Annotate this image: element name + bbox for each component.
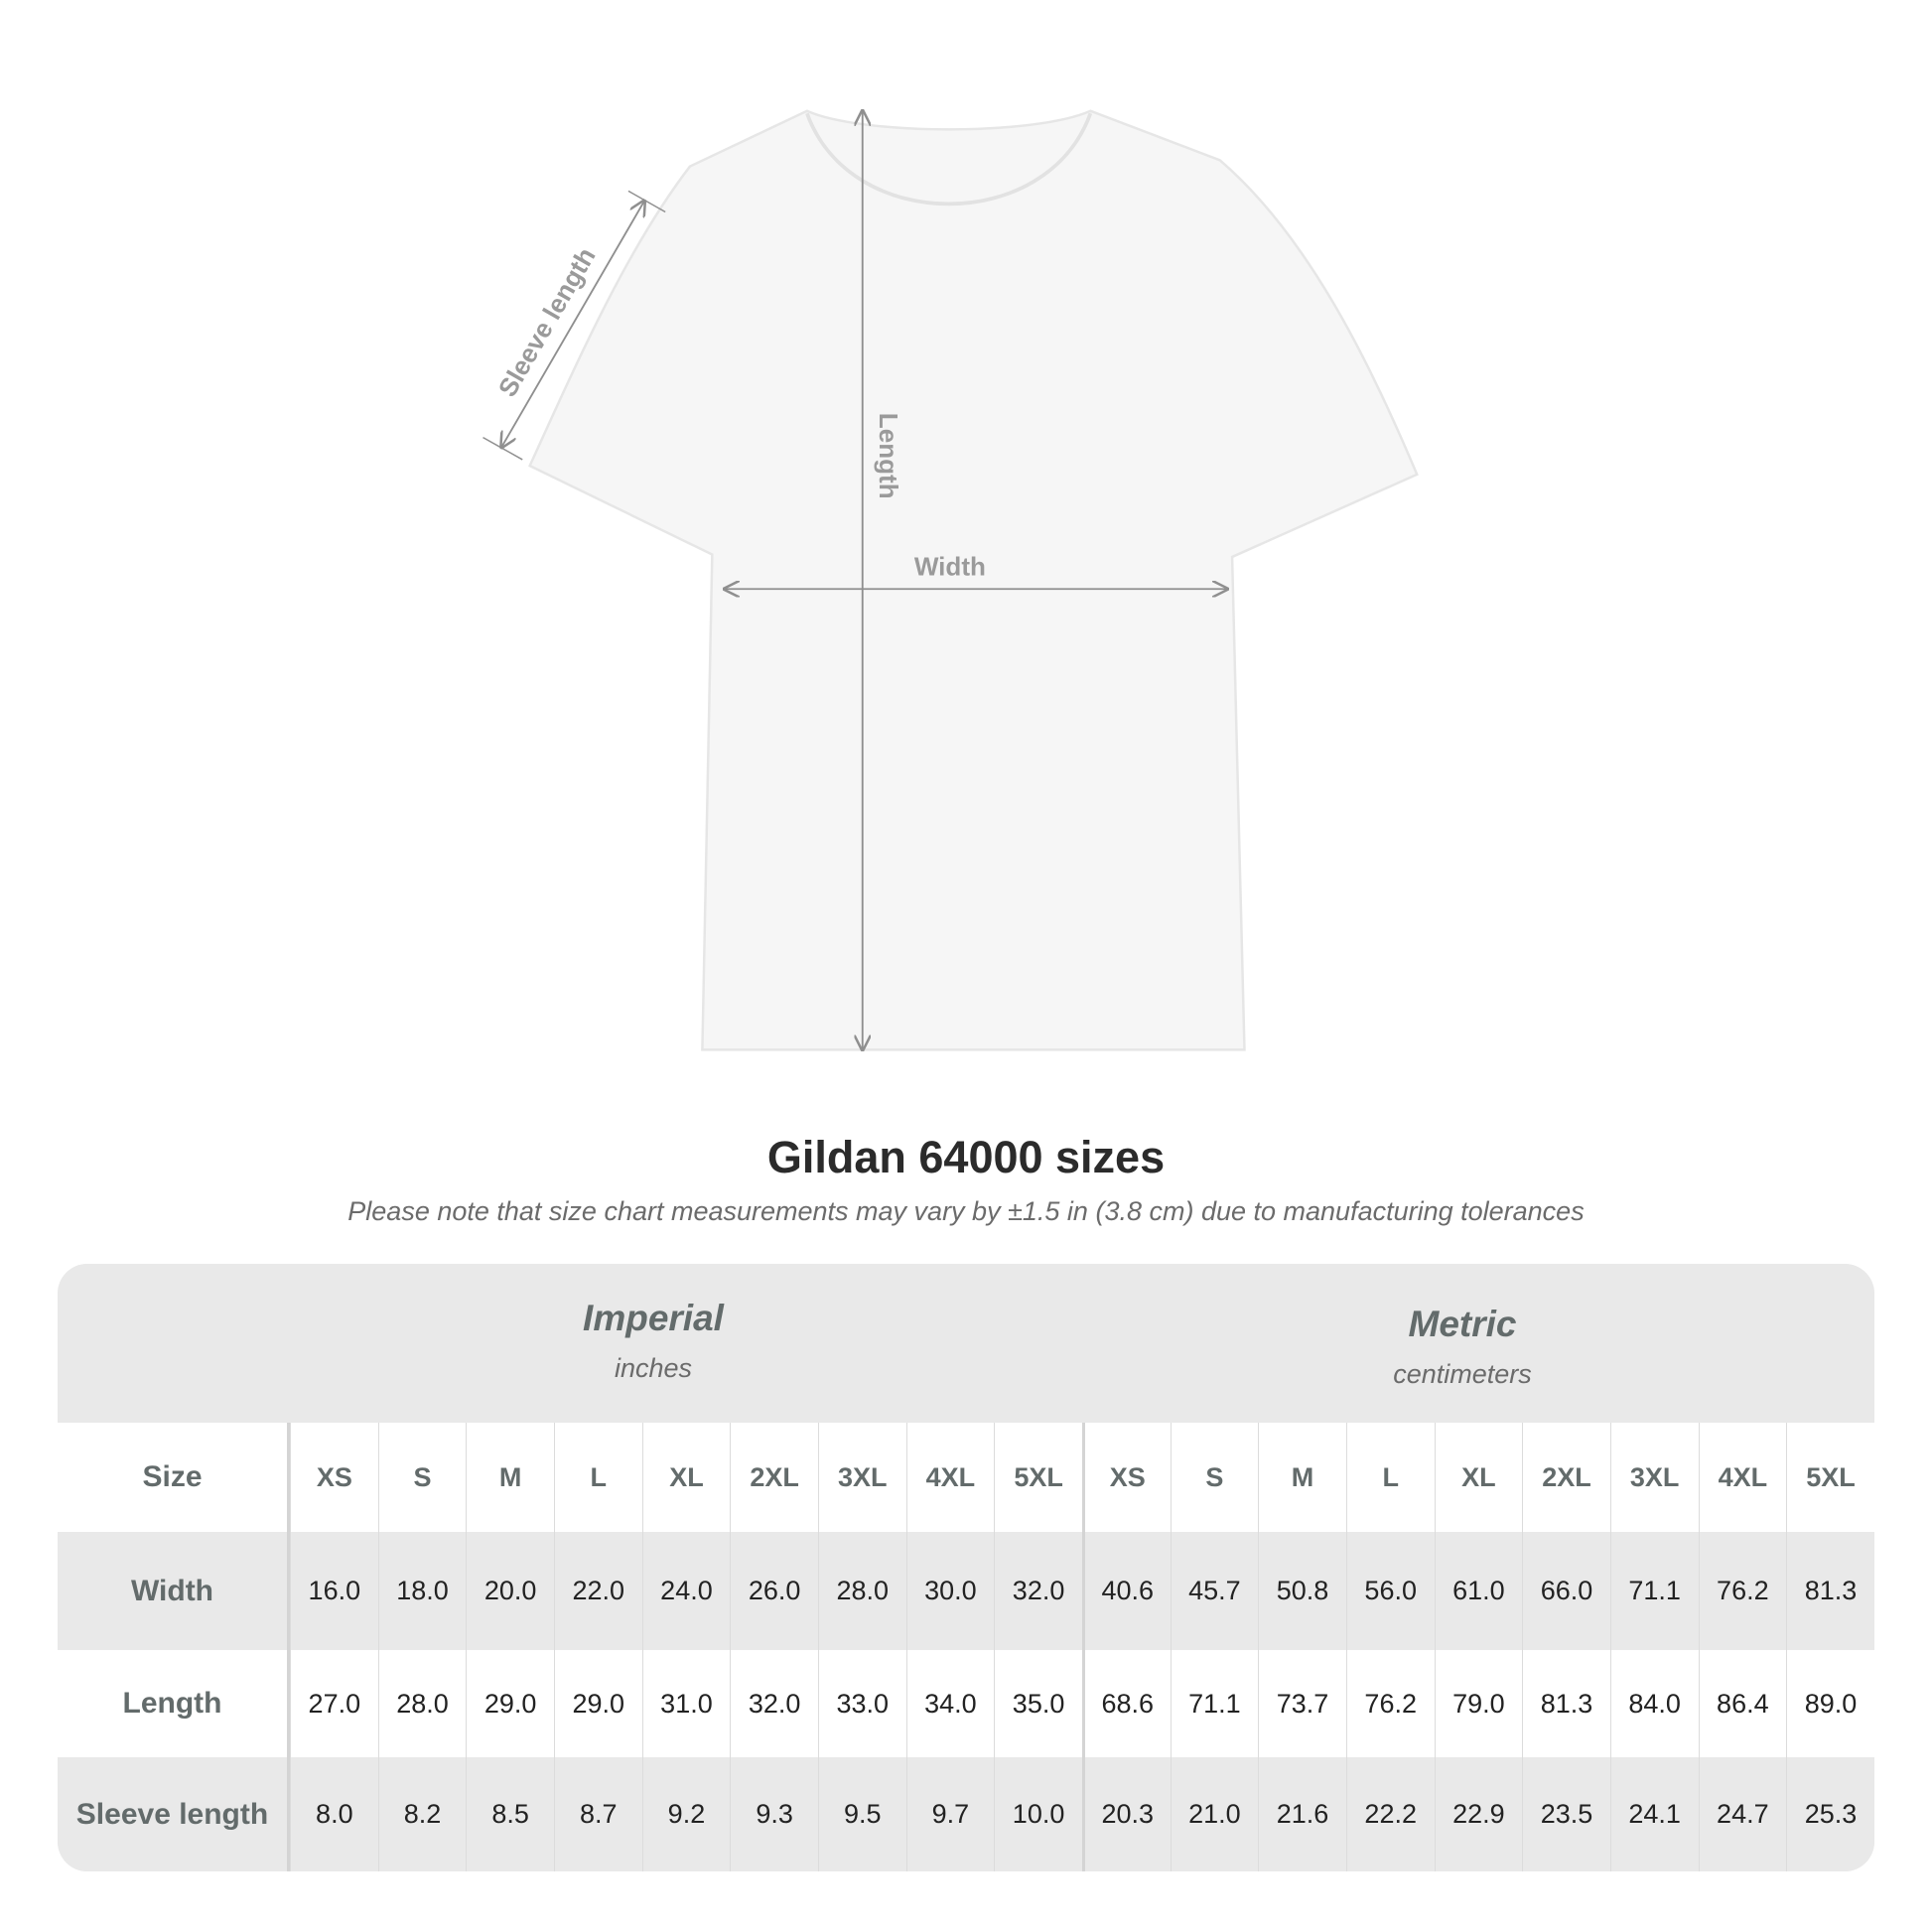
- tshirt-diagram: Length Width Sleeve length: [483, 0, 1419, 1109]
- imperial-size-header: M: [466, 1423, 554, 1532]
- imperial-value-cell: 22.0: [553, 1532, 642, 1650]
- imperial-size-header: XL: [641, 1423, 731, 1532]
- imperial-value-cell: 16.0: [290, 1532, 378, 1650]
- imperial-value-cell: 10.0: [994, 1757, 1082, 1871]
- metric-title: Metric: [1408, 1304, 1517, 1344]
- metric-value-cell: 45.7: [1170, 1532, 1259, 1650]
- metric-value-cell: 66.0: [1522, 1532, 1610, 1650]
- tshirt-collar: [805, 112, 1093, 207]
- imperial-value-cell: 9.5: [817, 1757, 906, 1871]
- row-label: Width: [58, 1532, 290, 1650]
- imperial-value-cell: 28.0: [377, 1650, 467, 1757]
- imperial-value-cell: 8.0: [290, 1757, 378, 1871]
- row-label: Length: [58, 1650, 290, 1757]
- metric-value-cell: 76.2: [1345, 1650, 1435, 1757]
- metric-value-cell: 79.0: [1434, 1650, 1523, 1757]
- metric-value-cell: 71.1: [1170, 1650, 1259, 1757]
- metric-size-header: 4XL: [1698, 1423, 1787, 1532]
- size-label: Size: [58, 1423, 290, 1532]
- imperial-value-cell: 27.0: [290, 1650, 378, 1757]
- imperial-value-cell: 9.7: [905, 1757, 995, 1871]
- metric-value-cell: 56.0: [1345, 1532, 1435, 1650]
- metric-value-cell: 21.0: [1170, 1757, 1259, 1871]
- metric-value-cell: 50.8: [1258, 1532, 1346, 1650]
- imperial-size-header: 3XL: [817, 1423, 906, 1532]
- units-header: Imperial inches Metric centimeters: [58, 1264, 1874, 1423]
- sleeve-arrow: [501, 201, 644, 447]
- imperial-value-cell: 31.0: [641, 1650, 731, 1757]
- metric-value-cell: 22.2: [1345, 1757, 1435, 1871]
- metric-value-cell: 23.5: [1522, 1757, 1610, 1871]
- sleeve-tick: [483, 436, 523, 461]
- imperial-size-header: L: [553, 1423, 642, 1532]
- width-label: Width: [914, 552, 986, 582]
- metric-value-cell: 24.1: [1609, 1757, 1699, 1871]
- row-label: Sleeve length: [58, 1757, 290, 1871]
- imperial-value-cell: 24.0: [641, 1532, 731, 1650]
- table-row: Width 16.0 18.0 20.0 22.0 24.0 26.0 28.0 30.0 32.…: [58, 1532, 1874, 1650]
- metric-size-header: M: [1258, 1423, 1346, 1532]
- metric-size-header: 2XL: [1522, 1423, 1610, 1532]
- imperial-value-cell: 9.2: [641, 1757, 731, 1871]
- imperial-value-cell: 32.0: [730, 1650, 818, 1757]
- imperial-value-cell: 18.0: [377, 1532, 467, 1650]
- imperial-size-header: 5XL: [994, 1423, 1082, 1532]
- imperial-value-cell: 8.2: [377, 1757, 467, 1871]
- metric-value-cell: 68.6: [1081, 1650, 1171, 1757]
- metric-value-cell: 86.4: [1698, 1650, 1787, 1757]
- imperial-value-cell: 34.0: [905, 1650, 995, 1757]
- imperial-value-cell: 20.0: [466, 1532, 554, 1650]
- metric-value-cell: 89.0: [1786, 1650, 1874, 1757]
- imperial-value-cell: 32.0: [994, 1532, 1082, 1650]
- length-label: Length: [874, 413, 903, 499]
- metric-value-cell: 61.0: [1434, 1532, 1523, 1650]
- imperial-value-cell: 35.0: [994, 1650, 1082, 1757]
- imperial-value-cell: 29.0: [466, 1650, 554, 1757]
- imperial-value-cell: 26.0: [730, 1532, 818, 1650]
- metric-size-header: L: [1345, 1423, 1435, 1532]
- table-row: Sleeve length 8.0 8.2 8.5 8.7 9.2 9.3 9.5 9.7 10.…: [58, 1757, 1874, 1871]
- imperial-value-cell: 29.0: [553, 1650, 642, 1757]
- metric-heading: Metric centimeters: [1165, 1304, 1760, 1390]
- imperial-size-header: XS: [290, 1423, 378, 1532]
- metric-value-cell: 76.2: [1698, 1532, 1787, 1650]
- metric-value-cell: 20.3: [1081, 1757, 1171, 1871]
- metric-unit: centimeters: [1393, 1359, 1532, 1389]
- imperial-value-cell: 33.0: [817, 1650, 906, 1757]
- imperial-value-cell: 30.0: [905, 1532, 995, 1650]
- imperial-value-cell: 9.3: [730, 1757, 818, 1871]
- metric-value-cell: 71.1: [1609, 1532, 1699, 1650]
- metric-value-cell: 84.0: [1609, 1650, 1699, 1757]
- metric-size-header: 3XL: [1609, 1423, 1699, 1532]
- size-table: Imperial inches Metric centimeters Size X…: [58, 1264, 1874, 1871]
- page-title: Gildan 64000 sizes: [766, 1132, 1166, 1182]
- sleeve-tick: [627, 190, 666, 213]
- imperial-size-header: 2XL: [730, 1423, 818, 1532]
- imperial-value-cell: 28.0: [817, 1532, 906, 1650]
- imperial-size-header: S: [377, 1423, 467, 1532]
- table-row: Length 27.0 28.0 29.0 29.0 31.0 32.0 33.0 34.0 35…: [58, 1650, 1874, 1757]
- imperial-value-cell: 8.7: [553, 1757, 642, 1871]
- metric-value-cell: 24.7: [1698, 1757, 1787, 1871]
- metric-size-header: XS: [1081, 1423, 1171, 1532]
- imperial-value-cell: 8.5: [466, 1757, 554, 1871]
- metric-value-cell: 81.3: [1522, 1650, 1610, 1757]
- imperial-heading: Imperial inches: [355, 1298, 951, 1384]
- metric-value-cell: 40.6: [1081, 1532, 1171, 1650]
- metric-size-header: S: [1170, 1423, 1259, 1532]
- metric-value-cell: 21.6: [1258, 1757, 1346, 1871]
- imperial-title: Imperial: [583, 1298, 724, 1338]
- metric-value-cell: 81.3: [1786, 1532, 1874, 1650]
- metric-value-cell: 73.7: [1258, 1650, 1346, 1757]
- imperial-unit: inches: [614, 1353, 693, 1383]
- metric-value-cell: 25.3: [1786, 1757, 1874, 1871]
- metric-size-header: XL: [1434, 1423, 1523, 1532]
- imperial-size-header: 4XL: [905, 1423, 995, 1532]
- tolerance-note: Please note that size chart measurements…: [347, 1196, 1585, 1226]
- size-header-row: Size XS S M L XL 2XL 3XL 4XL 5XL XS S M L XL 2XL 3XL 4XL 5…: [58, 1423, 1874, 1532]
- metric-size-header: 5XL: [1786, 1423, 1874, 1532]
- metric-value-cell: 22.9: [1434, 1757, 1523, 1871]
